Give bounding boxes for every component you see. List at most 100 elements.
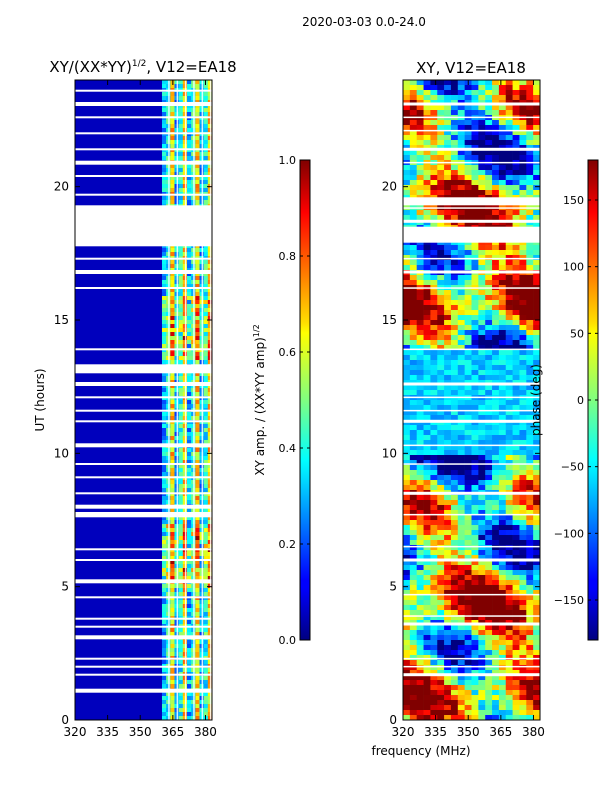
phase-cell [485, 625, 493, 630]
phase-cell [423, 425, 431, 430]
phase-cell [423, 390, 431, 395]
phase-cell [437, 390, 445, 395]
amplitude-cell [186, 464, 192, 468]
amplitude-cell [195, 488, 200, 492]
phase-cell [492, 425, 500, 430]
phase-cell [505, 305, 513, 310]
phase-cell [485, 535, 493, 540]
y-tick-label: 20 [54, 180, 69, 194]
phase-cell [485, 360, 493, 365]
phase-cell [526, 680, 534, 685]
phase-cell [498, 680, 507, 685]
phase-cell [533, 555, 540, 560]
amplitude-cell [161, 568, 167, 572]
phase-cell [464, 150, 472, 155]
phase-cell [512, 110, 520, 115]
phase-cell [457, 475, 465, 480]
phase-cell [478, 515, 486, 520]
amplitude-colorbar-ticks: 0.00.20.40.60.81.0 [279, 154, 310, 647]
phase-cell [464, 210, 472, 215]
phase-cell [498, 175, 507, 180]
phase-cell [498, 515, 507, 520]
phase-cell [471, 590, 479, 595]
phase-cell [437, 360, 445, 365]
flagged-row [403, 665, 540, 668]
phase-cell [444, 480, 452, 485]
phase-cell [444, 360, 452, 365]
phase-cell [498, 425, 507, 430]
phase-cell [485, 415, 493, 420]
phase-cell [533, 355, 540, 360]
phase-cell [512, 705, 520, 710]
phase-cell [444, 215, 452, 220]
phase-cell [498, 370, 507, 375]
amplitude-cell [170, 692, 175, 696]
phase-cell [457, 525, 465, 530]
flagged-channel [168, 80, 170, 720]
amplitude-cell [170, 276, 175, 280]
phase-cell [519, 465, 527, 470]
phase-cell [512, 480, 520, 485]
phase-cell [512, 595, 520, 600]
amplitude-cell [161, 80, 167, 84]
amplitude-cell [161, 276, 167, 280]
phase-cell [416, 390, 424, 395]
phase-cell [403, 520, 411, 525]
amplitude-cell [186, 448, 192, 452]
phase-cell [430, 135, 438, 140]
phase-cell [471, 495, 479, 500]
phase-cell [464, 345, 472, 350]
phase-cell [437, 350, 445, 355]
phase-cell [533, 385, 540, 390]
amplitude-cell [161, 448, 167, 452]
colorbar-tick-label: 0 [577, 394, 584, 407]
phase-cell [403, 495, 411, 500]
phase-cell [533, 445, 540, 450]
phase-cell [512, 385, 520, 390]
phase-cell [471, 125, 479, 130]
amplitude-cell [178, 684, 184, 688]
phase-cell [478, 480, 486, 485]
phase-cell [416, 705, 424, 710]
phase-cell [403, 320, 411, 325]
phase-cell [505, 140, 513, 145]
phase-cell [492, 175, 500, 180]
phase-cell [471, 260, 479, 265]
phase-cell [444, 695, 452, 700]
phase-cell [485, 310, 493, 315]
phase-cell [526, 370, 534, 375]
amplitude-cell [161, 264, 167, 268]
phase-cell [409, 505, 417, 510]
phase-cell [423, 460, 431, 465]
amplitude-cell [203, 416, 209, 420]
phase-cell [478, 535, 486, 540]
phase-cell [409, 305, 417, 310]
phase-cell [533, 675, 540, 680]
phase-cell [505, 710, 513, 715]
phase-cell [519, 600, 527, 605]
phase-cell [409, 575, 417, 580]
phase-cell [526, 170, 534, 175]
phase-cell [505, 485, 513, 490]
phase-cell [437, 340, 445, 345]
phase-cell [430, 185, 438, 190]
phase-cell [423, 580, 431, 585]
phase-cell [505, 560, 513, 565]
amplitude-cell [186, 172, 192, 176]
phase-cell [416, 655, 424, 660]
phase-cell [444, 535, 452, 540]
amplitude-cell [203, 324, 209, 328]
phase-cell [519, 660, 527, 665]
phase-cell [416, 550, 424, 555]
amplitude-cell [161, 684, 167, 688]
phase-cell [409, 700, 417, 705]
phase-cell [526, 185, 534, 190]
amplitude-cell [203, 136, 209, 140]
phase-cell [416, 470, 424, 475]
amplitude-cell [178, 496, 184, 500]
phase-cell [526, 640, 534, 645]
phase-cell [409, 690, 417, 695]
phase-cell [444, 710, 452, 715]
phase-cell [450, 525, 459, 530]
phase-cell [423, 535, 431, 540]
